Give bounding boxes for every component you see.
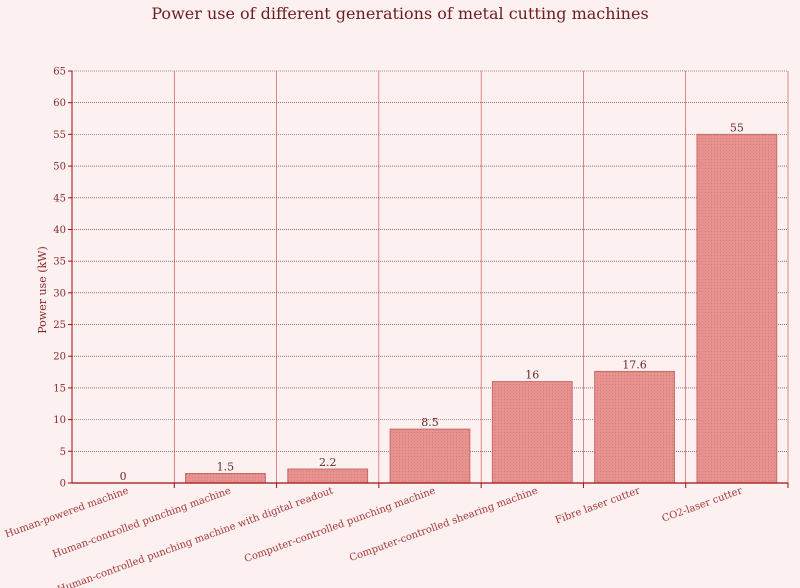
labels: 051015202530354045505560650Human-powered… <box>4 67 744 588</box>
data-label: 2.2 <box>319 456 337 469</box>
x-tick-label: Computer-controlled shearing machine <box>348 485 539 564</box>
data-label: 16 <box>525 369 539 382</box>
bar <box>287 468 369 484</box>
y-tick-label: 30 <box>53 288 66 299</box>
data-label: 55 <box>730 121 744 134</box>
y-tick-label: 55 <box>53 130 66 141</box>
y-tick-label: 35 <box>53 257 66 268</box>
bar <box>185 472 266 484</box>
y-tick-label: 20 <box>53 352 66 363</box>
y-tick-label: 5 <box>60 447 66 458</box>
y-tick-label: 10 <box>53 415 66 426</box>
y-tick-label: 45 <box>53 193 66 204</box>
y-tick-label: 25 <box>53 320 66 331</box>
x-tick-label: CO2-laser cutter <box>661 485 744 524</box>
data-label: 1.5 <box>217 460 235 473</box>
x-tick-label: Computer-controlled punching machine <box>243 485 437 565</box>
y-tick-label: 15 <box>53 383 66 394</box>
y-tick-label: 65 <box>53 67 66 78</box>
bar <box>696 133 778 484</box>
x-tick-label: Human-controlled punching machine <box>51 485 232 560</box>
x-tick-label: Fibre laser cutter <box>554 485 642 526</box>
data-label: 17.6 <box>622 358 647 371</box>
bar <box>491 381 573 484</box>
y-tick-label: 0 <box>60 479 66 490</box>
y-tick-label: 40 <box>53 225 66 236</box>
bar <box>389 428 471 484</box>
chart-title: Power use of different generations of me… <box>151 4 648 23</box>
data-label: 8.5 <box>421 416 439 429</box>
y-tick-label: 50 <box>53 162 66 173</box>
data-label: 0 <box>120 470 127 483</box>
bar <box>594 370 675 484</box>
axes <box>68 70 789 488</box>
y-tick-label: 60 <box>53 98 66 109</box>
bars <box>185 133 778 484</box>
y-axis-label: Power use (kW) <box>36 246 49 334</box>
